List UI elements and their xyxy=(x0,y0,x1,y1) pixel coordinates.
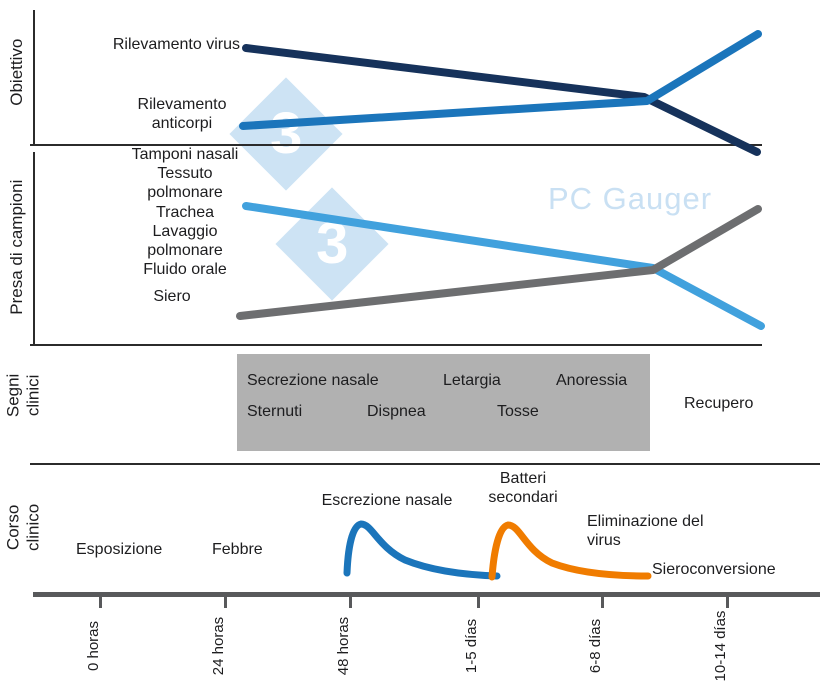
sign-anorexia: Anoressia xyxy=(556,372,628,389)
tick-24-horas xyxy=(224,594,227,608)
sample-type-trachea: Trachea xyxy=(155,203,215,221)
exposure-label: Esposizione xyxy=(76,541,163,558)
nasal-excretion-curve xyxy=(343,520,501,580)
section-label-sampling: Presa di campioni xyxy=(6,179,26,315)
tick-0-horas xyxy=(99,594,102,608)
fever-label: Febbre xyxy=(212,541,263,558)
watermark-brand: PC Gauger xyxy=(548,181,713,216)
objective-vertical-axis xyxy=(33,10,35,144)
tick-10-14-dias xyxy=(726,594,729,608)
tick-label-10-14-dias: 10-14 días xyxy=(712,610,729,682)
section-label-clinical-course: Corso clinico xyxy=(3,503,43,552)
serum-label: Siero xyxy=(153,288,191,305)
clinical-signs-box xyxy=(237,354,650,451)
virus-detection-line xyxy=(242,44,761,156)
separator-signs-course xyxy=(30,463,820,465)
section-label-clinical-signs: Segni clinici xyxy=(3,373,43,418)
sampling-vertical-axis xyxy=(33,152,35,344)
tick-48-horas xyxy=(349,594,352,608)
antibody-detection-label: Rilevamento anticorpi xyxy=(137,96,227,133)
seroconversion-label: Sieroconversione xyxy=(652,561,776,578)
sign-nasal-secretion: Secrezione nasale xyxy=(247,372,379,389)
section-label-objective: Obiettivo xyxy=(6,38,26,106)
sign-cough: Tosse xyxy=(497,403,539,420)
tick-label-6-8-dias: 6-8 días xyxy=(587,618,604,674)
antibody-detection-line xyxy=(239,30,762,130)
sample-type-oral-fluid: Fluido orale xyxy=(143,261,227,279)
tick-label-48-horas: 48 horas xyxy=(335,616,352,676)
tick-label-24-horas: 24 horas xyxy=(210,616,227,676)
recovery-label: Recupero xyxy=(684,395,754,412)
sample-types-list: Tamponi nasali Tessuto polmonare Trachea… xyxy=(129,145,241,279)
serum-line xyxy=(236,205,762,320)
sample-type-lung-lavage: Lavaggio polmonare xyxy=(147,222,223,259)
tick-6-8-dias xyxy=(601,594,604,608)
sign-sneezing: Sternuti xyxy=(247,403,303,420)
virus-elimination-label: Eliminazione del virus xyxy=(587,513,704,550)
separator-sampling-signs xyxy=(30,344,762,346)
sign-dyspnea: Dispnea xyxy=(367,403,426,420)
sample-type-nasal-swabs: Tamponi nasali xyxy=(131,146,239,163)
tick-label-1-5-dias: 1-5 días xyxy=(463,618,480,674)
tick-1-5-dias xyxy=(477,594,480,608)
virus-detection-label: Rilevamento virus xyxy=(112,36,240,53)
sign-lethargy: Letargia xyxy=(443,372,501,389)
sample-type-lung-tissue: Tessuto polmonare xyxy=(147,165,223,202)
separator-objective-sampling xyxy=(30,144,762,146)
nasal-excretion-label: Escrezione nasale xyxy=(321,492,453,509)
tick-label-0-horas: 0 horas xyxy=(85,620,102,672)
secondary-bacteria-label: Batteri secondari xyxy=(488,470,558,507)
timeline-axis xyxy=(33,592,820,597)
secondary-bacteria-curve xyxy=(488,521,652,581)
